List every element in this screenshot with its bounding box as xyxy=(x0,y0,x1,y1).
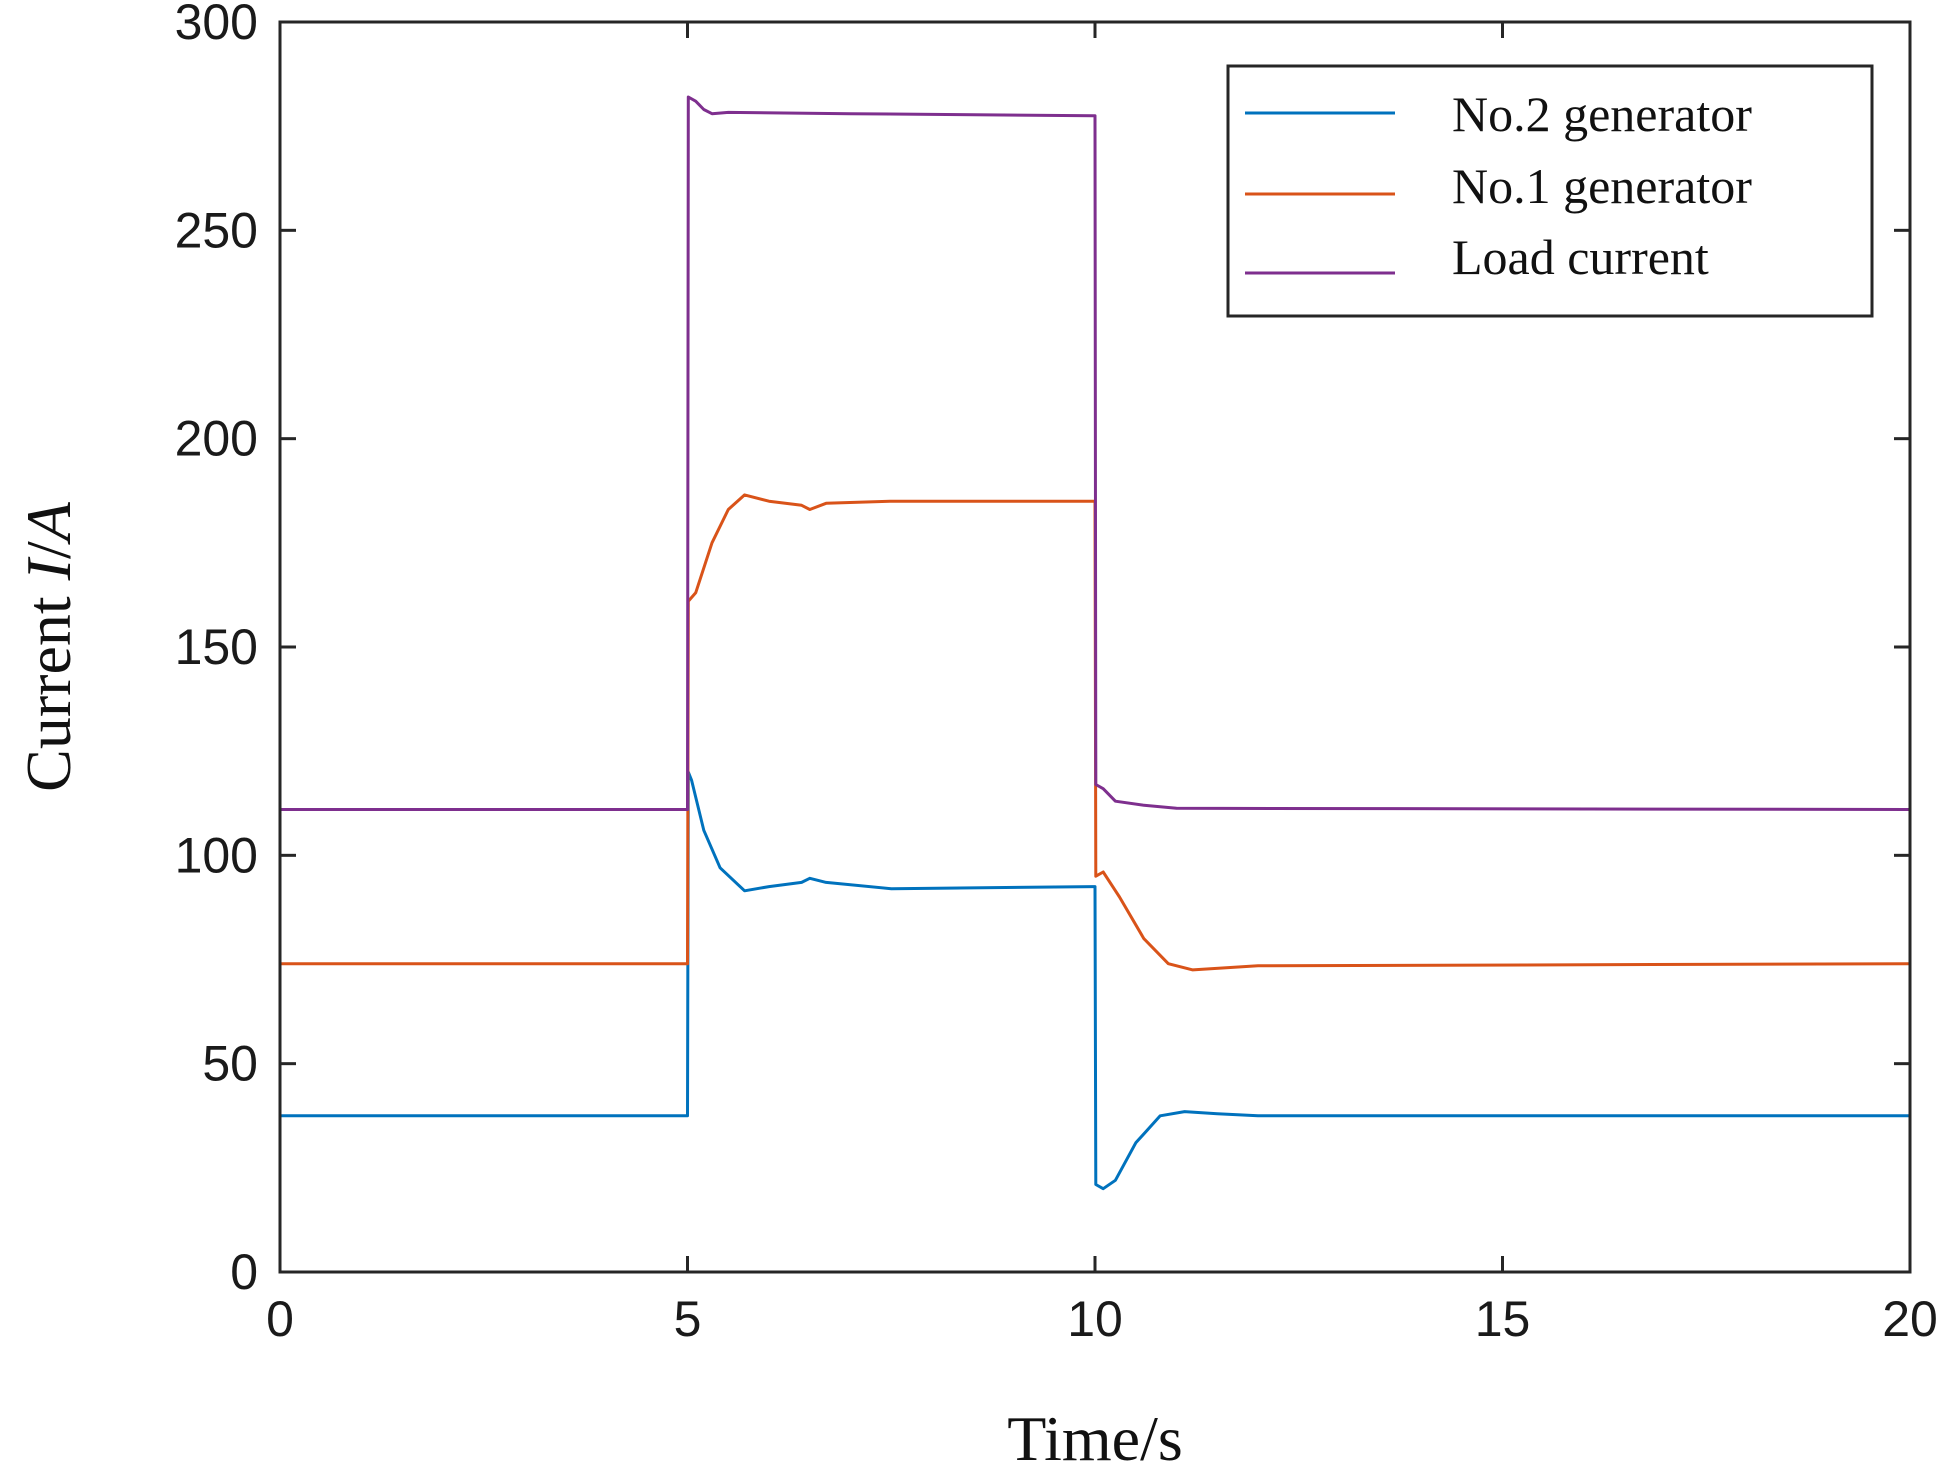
series-line-no-1-generator xyxy=(280,493,1911,972)
legend-label-no1-generator: No.1 generator xyxy=(1452,158,1752,214)
x-tick-label: 10 xyxy=(1067,1291,1123,1347)
y-tick-label: 200 xyxy=(175,411,258,467)
legend-label-load-current: Load current xyxy=(1452,229,1709,285)
y-axis-title-prefix: Current xyxy=(13,580,84,792)
y-axis-title-unit: A xyxy=(13,501,84,545)
y-tick-label: 300 xyxy=(175,0,258,50)
x-tick-label: 0 xyxy=(266,1291,294,1347)
x-tick-label: 5 xyxy=(674,1291,702,1347)
x-tick-label: 20 xyxy=(1882,1291,1938,1347)
legend-label-no2-generator: No.2 generator xyxy=(1452,86,1752,142)
legend: No.2 generator No.1 generator Load curre… xyxy=(1226,64,1874,318)
y-axis-title-slash: / xyxy=(13,541,84,559)
y-tick-label: 150 xyxy=(175,619,258,675)
y-axis-title: Current I/A xyxy=(13,501,84,792)
x-tick-label: 15 xyxy=(1475,1291,1531,1347)
y-tick-label: 250 xyxy=(175,202,258,258)
y-tick-label: 0 xyxy=(230,1244,258,1300)
series-line-no-2-generator xyxy=(280,770,1910,1191)
series-line-load-current xyxy=(280,95,1911,811)
series-layer xyxy=(280,95,1911,1191)
y-tick-label: 50 xyxy=(202,1036,258,1092)
y-axis-title-symbol: I xyxy=(13,556,84,581)
x-axis-title: Time/s xyxy=(1007,1403,1183,1474)
y-tick-label: 100 xyxy=(175,827,258,883)
